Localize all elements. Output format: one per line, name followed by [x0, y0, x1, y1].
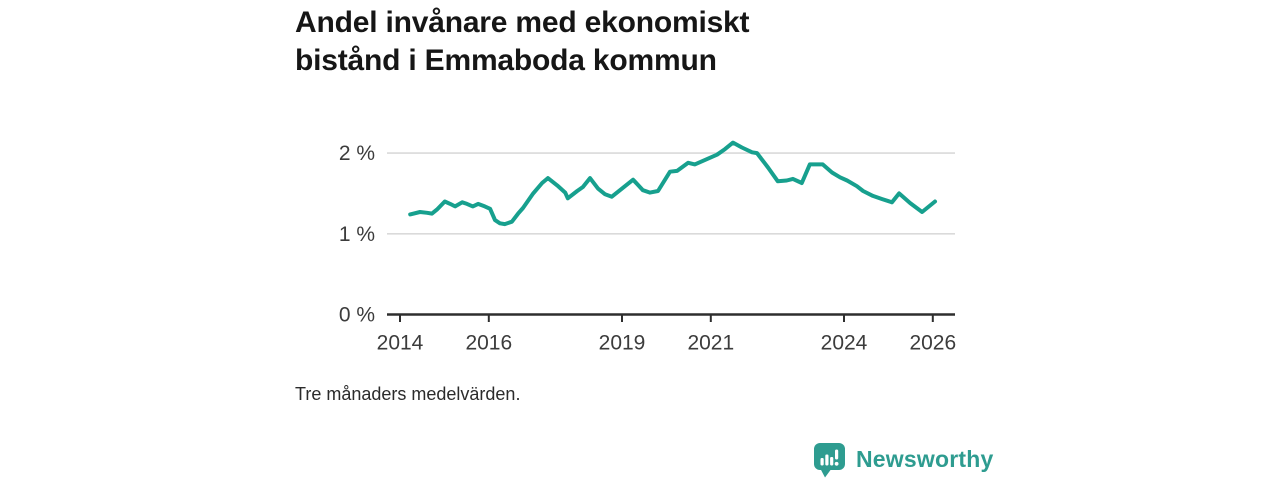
chart-title-line2: bistånd i Emmaboda kommun	[295, 44, 717, 77]
chart-footnote: Tre månaders medelvärden.	[295, 384, 521, 404]
y-tick-label-2pct: 2 %	[339, 142, 375, 165]
newsworthy-logo: Newsworthy	[812, 441, 993, 479]
chart-title-line1: Andel invånare med ekonomiskt	[295, 6, 750, 39]
x-tick-label-2019: 2019	[599, 332, 646, 355]
data-line-ekonomiskt-bistand	[408, 140, 937, 227]
x-tick-label-2026: 2026	[909, 332, 956, 355]
x-tick-label-2014: 2014	[377, 332, 424, 355]
speech-bubble-bar-chart-icon	[814, 443, 845, 478]
y-tick-label-0pct: 0 %	[339, 304, 375, 327]
x-tick-label-2016: 2016	[465, 332, 512, 355]
chart-title: Andel invånare med ekonomiskt bistånd i …	[295, 4, 915, 80]
x-tick-label-2021: 2021	[687, 332, 734, 355]
line-chart-svg: 2014 2016 2019 2021 2024 2026 0 % 1 % 2 %	[339, 140, 956, 355]
line-chart: 2014 2016 2019 2021 2024 2026 0 % 1 % 2 %	[330, 125, 990, 370]
y-tick-label-1pct: 1 %	[339, 223, 375, 246]
newsworthy-logo-text: Newsworthy	[856, 446, 994, 472]
x-tick-label-2024: 2024	[821, 332, 868, 355]
